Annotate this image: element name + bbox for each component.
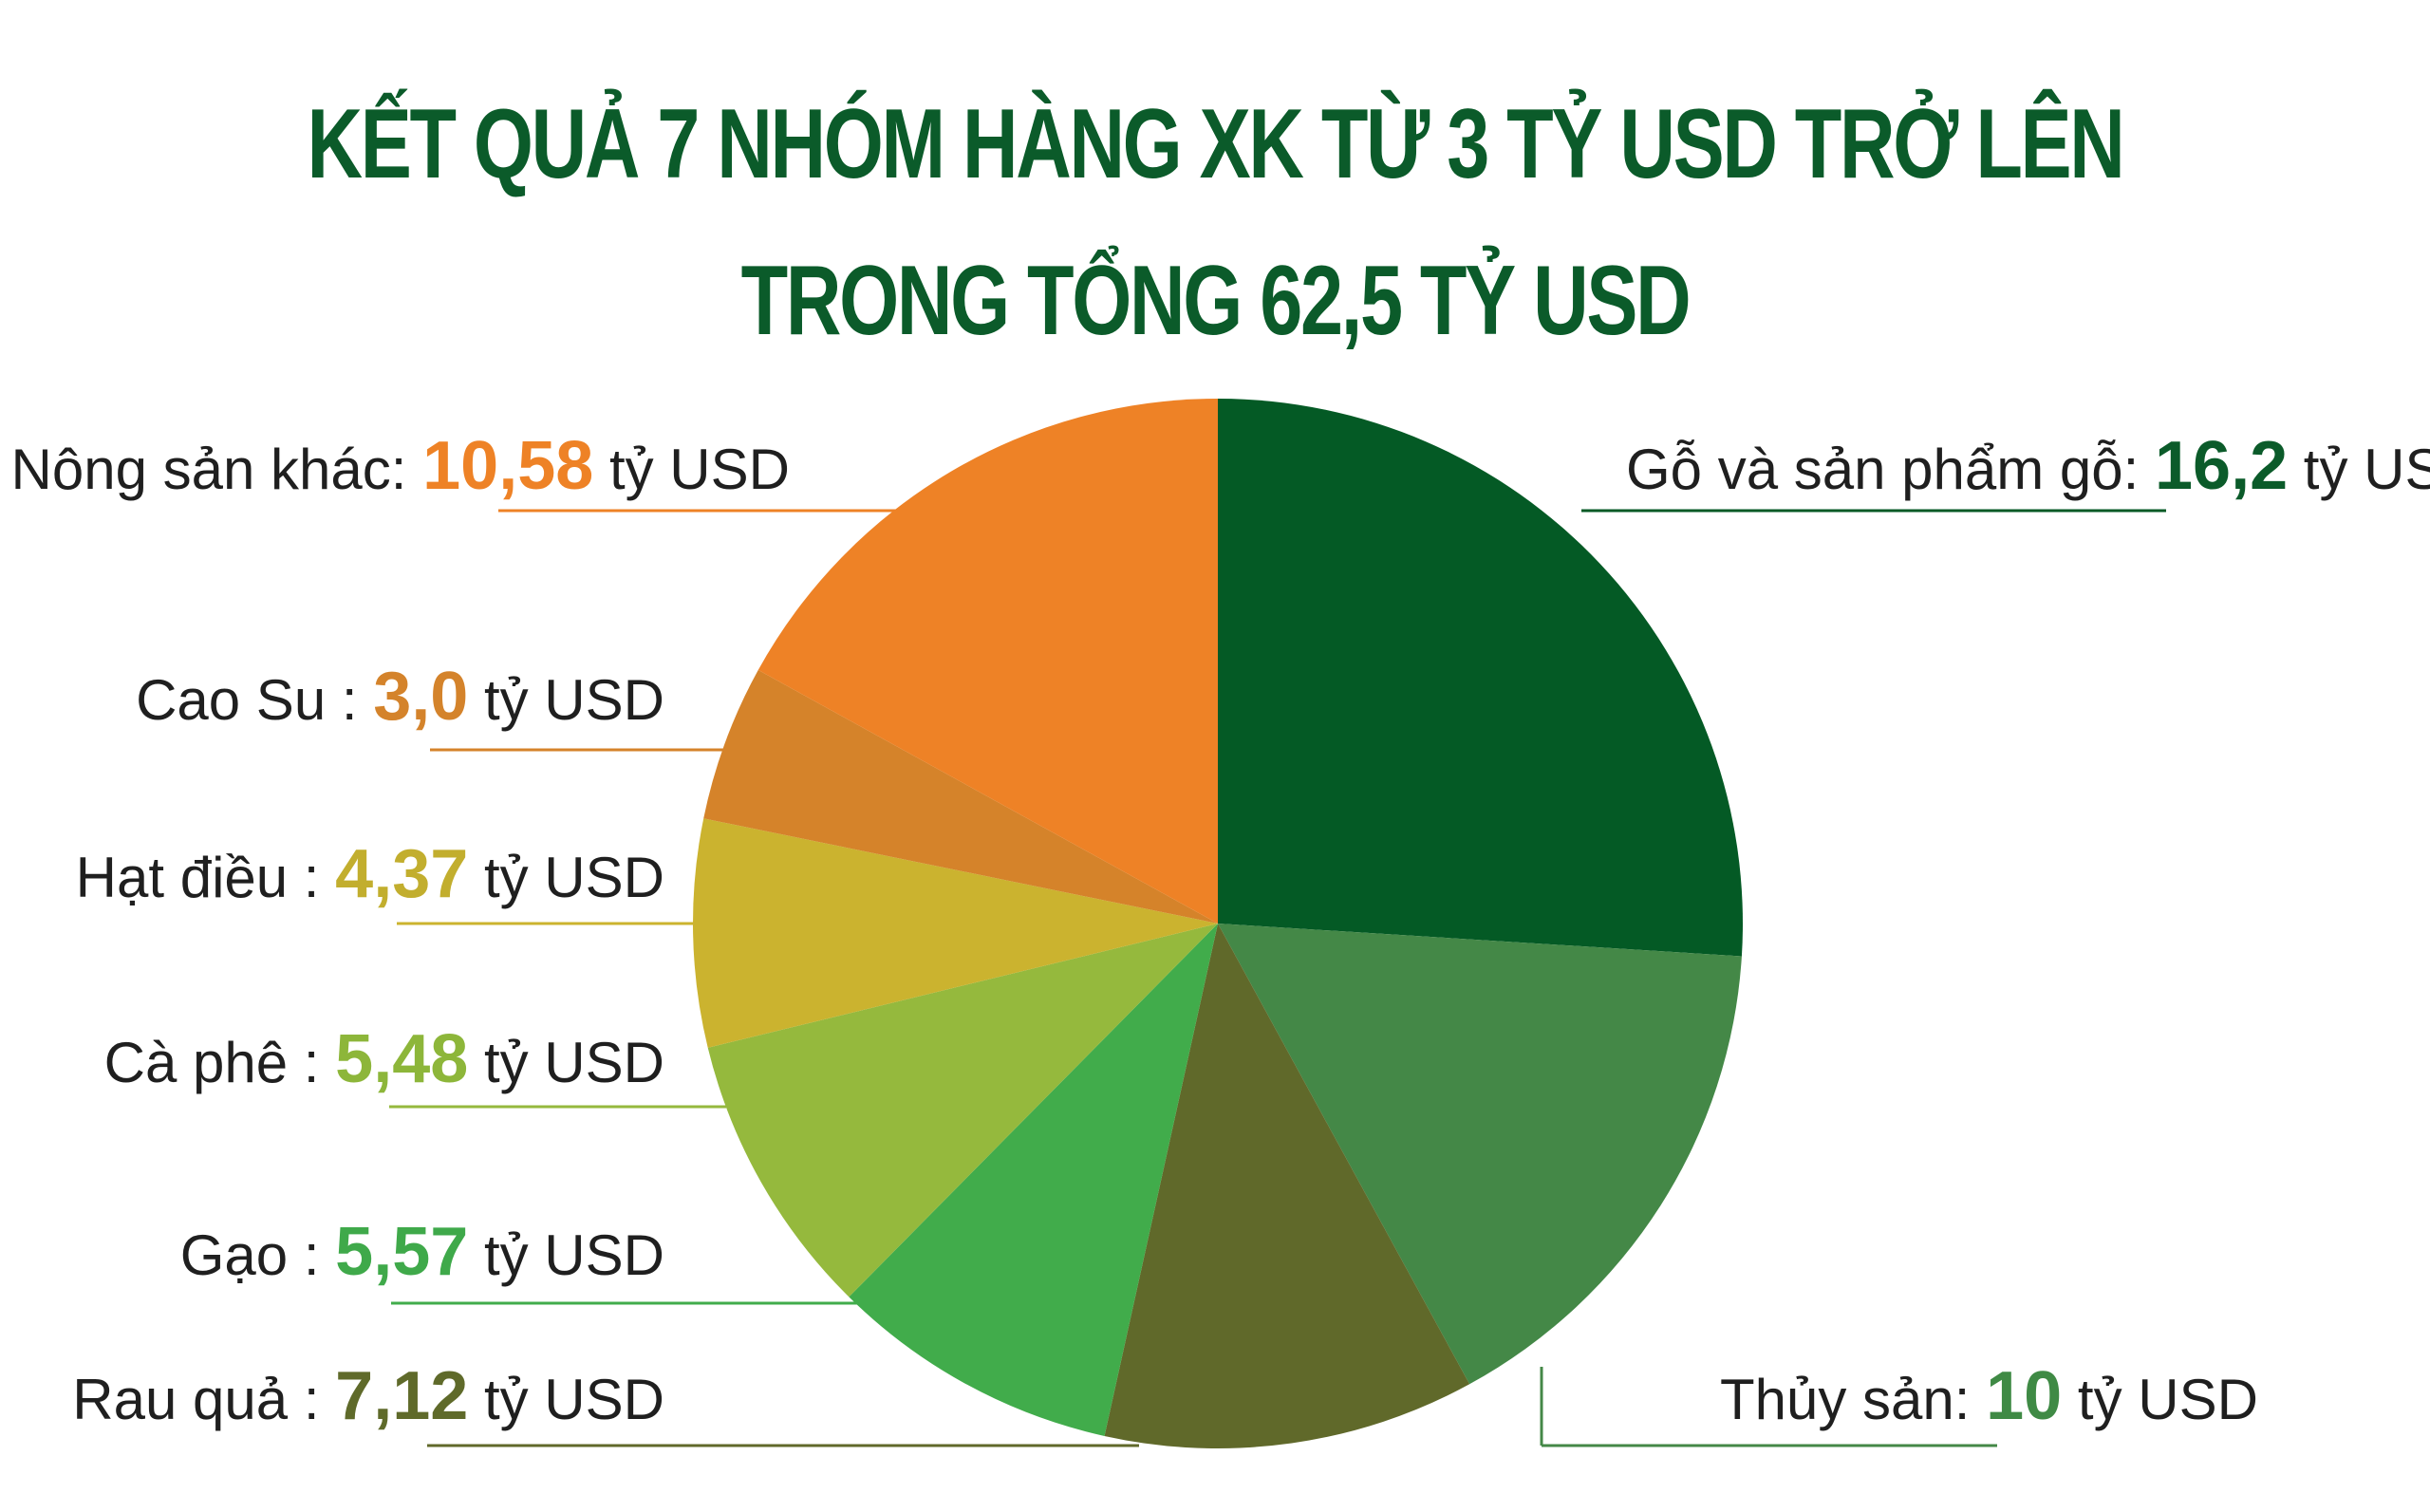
slice-value-3: 5,57	[335, 1214, 468, 1290]
title-line-2: TRONG TỔNG 62,5 TỶ USD	[740, 246, 1692, 356]
slice-label-0: Gỗ và sản phẩm gỗ: 16,2 tỷ USD	[1626, 428, 2430, 504]
slice-label-6: Cao Su : 3,0 tỷ USD	[136, 659, 664, 735]
slice-category-4: Cà phê :	[104, 1031, 336, 1094]
chart-title: KẾT QUẢ 7 NHÓM HÀNG XK TỪ 3 TỶ USD TRỞ L…	[0, 66, 2430, 380]
slice-label-5: Hạt điều : 4,37 tỷ USD	[76, 836, 664, 912]
pie-slices	[693, 399, 1743, 1449]
slice-category-3: Gạo :	[180, 1223, 335, 1287]
slice-category-2: Rau quả :	[72, 1368, 335, 1431]
slice-category-7: Nông sản khác:	[11, 438, 423, 501]
slice-label-7: Nông sản khác: 10,58 tỷ USD	[11, 428, 790, 504]
slice-value-0: 16,2	[2155, 428, 2288, 504]
slice-unit-4: tỷ USD	[468, 1031, 664, 1094]
pie-slice-2	[1104, 924, 1470, 1449]
pie-slice-7	[757, 399, 1218, 924]
slice-value-4: 5,48	[335, 1021, 468, 1097]
slice-label-4: Cà phê : 5,48 tỷ USD	[104, 1021, 664, 1097]
pie-slice-5	[693, 818, 1218, 1048]
slice-unit-0: tỷ USD	[2288, 438, 2430, 501]
slice-value-6: 3,0	[373, 659, 468, 735]
slice-value-7: 10,58	[422, 428, 593, 504]
slice-value-1: 10	[1986, 1358, 2062, 1434]
slice-labels: Gỗ và sản phẩm gỗ: 16,2 tỷ USDThủy sản: …	[11, 428, 2430, 1447]
slice-unit-5: tỷ USD	[468, 846, 664, 909]
slice-category-0: Gỗ và sản phẩm gỗ:	[1626, 438, 2155, 501]
slice-label-3: Gạo : 5,57 tỷ USD	[180, 1214, 664, 1290]
slice-value-2: 7,12	[335, 1358, 468, 1434]
slice-unit-3: tỷ USD	[468, 1223, 664, 1287]
slice-label-1: Thủy sản: 10 tỷ USD	[1720, 1358, 2258, 1434]
slice-unit-2: tỷ USD	[468, 1368, 664, 1431]
slice-unit-1: tỷ USD	[2062, 1368, 2258, 1431]
slice-category-1: Thủy sản:	[1720, 1368, 1986, 1431]
title-line-1: KẾT QUẢ 7 NHÓM HÀNG XK TỪ 3 TỶ USD TRỞ L…	[307, 89, 2124, 199]
slice-value-5: 4,37	[335, 836, 468, 912]
slice-unit-6: tỷ USD	[468, 668, 664, 732]
pie-slice-4	[707, 924, 1218, 1297]
pie-slice-1	[1218, 924, 1742, 1385]
slice-unit-7: tỷ USD	[593, 438, 790, 501]
slice-category-6: Cao Su :	[136, 668, 373, 732]
slice-category-5: Hạt điều :	[76, 846, 336, 909]
pie-slice-6	[703, 669, 1218, 924]
pie-slice-0	[1218, 399, 1743, 957]
pie-slice-3	[849, 924, 1218, 1436]
slice-label-2: Rau quả : 7,12 tỷ USD	[72, 1358, 664, 1434]
